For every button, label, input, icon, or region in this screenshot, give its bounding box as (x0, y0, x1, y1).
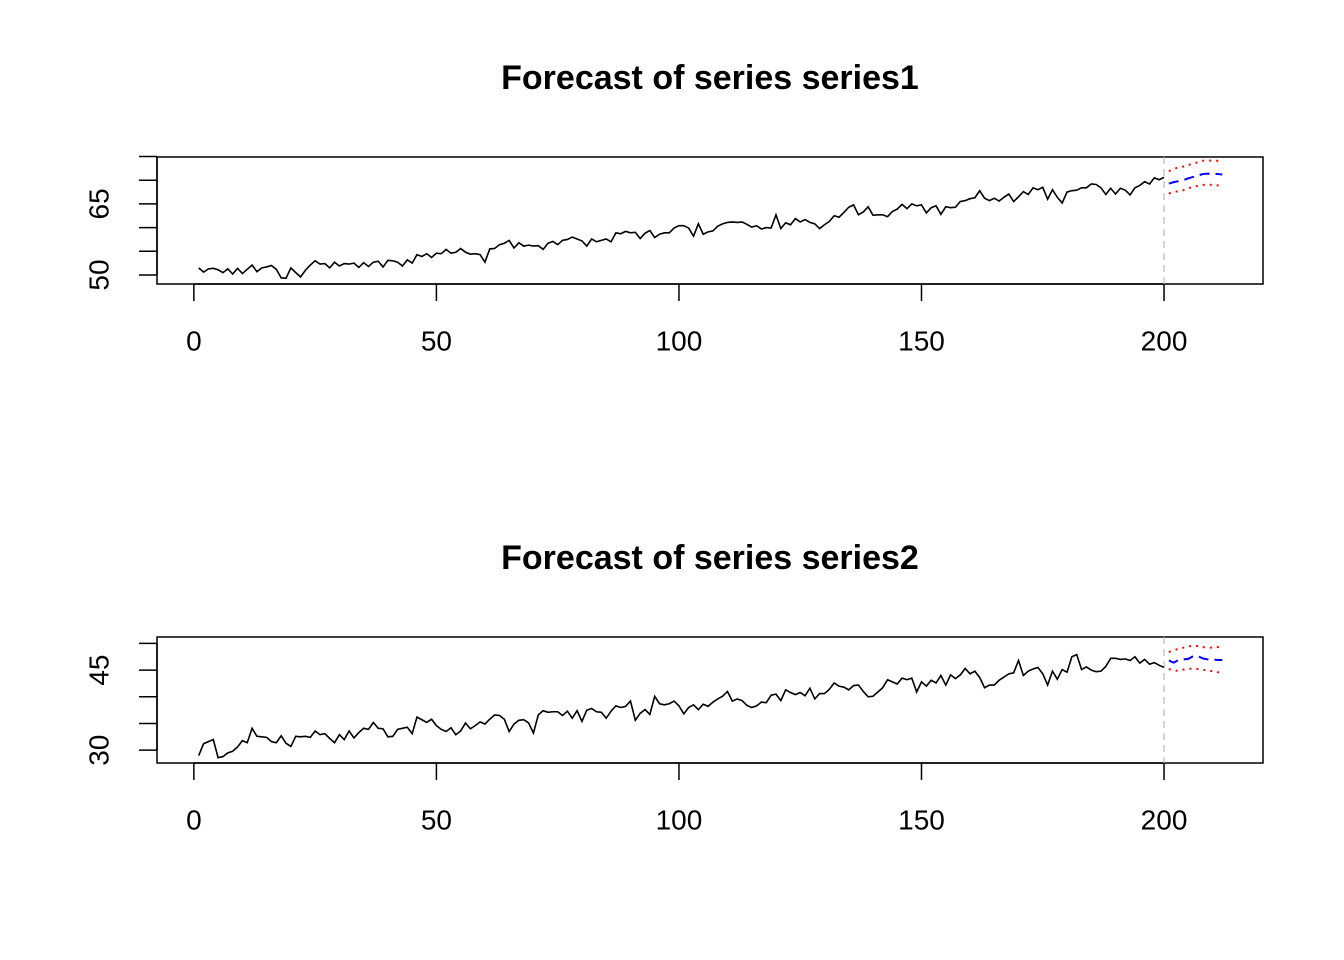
series-line (1168, 667, 1223, 674)
x-tick-label: 50 (421, 804, 452, 835)
x-tick-label: 150 (898, 325, 945, 356)
x-tick-label: 200 (1141, 325, 1188, 356)
y-tick-label: 45 (83, 655, 114, 686)
y-tick-label: 65 (83, 188, 114, 219)
series-line (1168, 159, 1223, 173)
plot-frame (156, 636, 1264, 764)
chart-title: Forecast of series series2 (501, 539, 919, 577)
y-tick-label: 50 (83, 259, 114, 290)
x-tick-label: 100 (656, 804, 703, 835)
chart-title: Forecast of series series1 (501, 59, 919, 97)
series-line (1168, 655, 1223, 664)
x-tick-label: 200 (1141, 804, 1188, 835)
series-line (1168, 183, 1223, 195)
plot-frame (156, 156, 1264, 285)
x-tick-label: 100 (656, 325, 703, 356)
x-tick-label: 0 (186, 325, 202, 356)
y-tick-label: 30 (83, 735, 114, 766)
x-tick-label: 50 (421, 325, 452, 356)
series-line (197, 653, 1165, 759)
x-tick-label: 150 (898, 804, 945, 835)
series-line (1168, 172, 1223, 185)
series-line (198, 176, 1165, 280)
x-tick-label: 0 (186, 804, 202, 835)
series-line (1168, 644, 1223, 653)
